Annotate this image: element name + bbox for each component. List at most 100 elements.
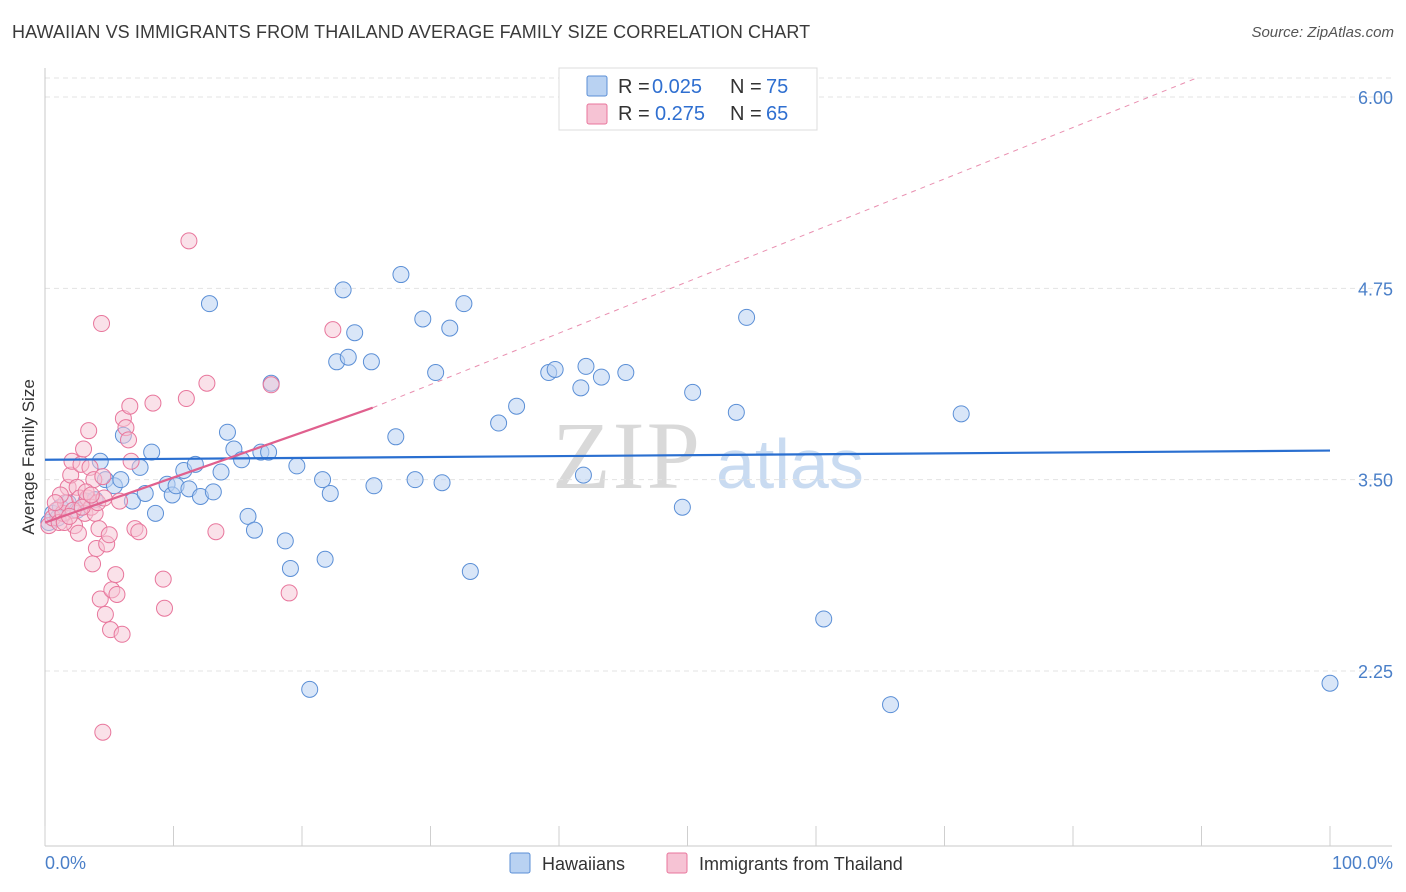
point-hawaiians <box>406 471 424 489</box>
point-hawaiians <box>727 403 745 421</box>
legend-swatch-thailand <box>586 103 608 125</box>
point-thailand <box>94 723 112 741</box>
point-thailand <box>100 526 118 544</box>
point-thailand <box>156 599 174 617</box>
point-hawaiians <box>147 504 165 522</box>
point-hawaiians <box>592 368 610 386</box>
point-hawaiians <box>321 484 339 502</box>
y-axis-tick-labels: 2.25 3.50 4.75 6.00 <box>1358 88 1393 682</box>
point-hawaiians <box>365 477 383 495</box>
point-thailand <box>46 494 64 512</box>
point-thailand <box>324 321 342 339</box>
legend-r-label: R = <box>618 103 650 125</box>
point-hawaiians <box>245 521 263 539</box>
bottom-legend-thailand: Immigrants from Thailand <box>699 854 903 874</box>
point-hawaiians <box>200 295 218 313</box>
legend-n-label: N = <box>730 103 762 125</box>
point-hawaiians <box>572 379 590 397</box>
point-hawaiians <box>301 680 319 698</box>
y-tick-label: 4.75 <box>1358 279 1393 299</box>
point-thailand <box>94 468 112 486</box>
point-hawaiians <box>490 414 508 432</box>
point-thailand <box>122 452 140 470</box>
point-thailand <box>69 524 87 542</box>
point-hawaiians <box>673 498 691 516</box>
point-hawaiians <box>239 507 257 525</box>
point-hawaiians <box>738 308 756 326</box>
point-hawaiians <box>433 474 451 492</box>
point-hawaiians <box>546 360 564 378</box>
point-hawaiians <box>316 550 334 568</box>
point-thailand <box>84 555 102 573</box>
series-legend: Hawaiians Immigrants from Thailand <box>509 852 903 874</box>
point-thailand <box>280 584 298 602</box>
point-hawaiians <box>577 357 595 375</box>
point-thailand <box>82 486 100 504</box>
point-hawaiians <box>427 364 445 382</box>
legend-n-value-thailand: 65 <box>766 103 788 125</box>
point-thailand <box>180 232 198 250</box>
point-hawaiians <box>952 405 970 423</box>
point-hawaiians <box>288 457 306 475</box>
trendline-thailand-extension <box>372 78 1196 409</box>
point-hawaiians <box>508 397 526 415</box>
point-thailand <box>120 431 138 449</box>
point-thailand <box>198 374 216 392</box>
point-hawaiians <box>441 319 459 337</box>
point-thailand <box>108 585 126 603</box>
point-thailand <box>177 390 195 408</box>
x-tick-label-max: 100.0% <box>1332 853 1393 873</box>
point-hawaiians <box>455 295 473 313</box>
legend-n-label: N = <box>730 76 762 98</box>
point-thailand <box>75 440 93 458</box>
legend-r-label: R = <box>618 76 650 98</box>
point-thailand <box>207 523 225 541</box>
x-tick-label-min: 0.0% <box>45 853 86 873</box>
bottom-legend-swatch-thailand <box>666 852 688 874</box>
point-hawaiians <box>346 324 364 342</box>
legend-r-value-thailand: 0.275 <box>655 103 705 125</box>
point-hawaiians <box>362 353 380 371</box>
bottom-legend-swatch-hawaiians <box>509 852 531 874</box>
point-hawaiians <box>882 696 900 714</box>
gridlines <box>45 77 1392 672</box>
bottom-legend-hawaiians: Hawaiians <box>542 854 625 874</box>
y-tick-label: 3.50 <box>1358 471 1393 491</box>
point-thailand <box>107 566 125 584</box>
correlation-legend: R = 0.025 N = 75 R = 0.275 N = 65 <box>558 67 818 131</box>
source-label: Source: ZipAtlas.com <box>1251 24 1394 41</box>
y-tick-label: 2.25 <box>1358 662 1393 682</box>
point-hawaiians <box>276 532 294 550</box>
point-thailand <box>262 376 280 394</box>
point-hawaiians <box>387 428 405 446</box>
trendline-hawaiians <box>44 449 1331 461</box>
point-hawaiians <box>112 471 130 489</box>
point-thailand <box>80 422 98 440</box>
point-hawaiians <box>392 266 410 284</box>
point-hawaiians <box>334 281 352 299</box>
point-hawaiians <box>218 423 236 441</box>
point-hawaiians <box>1321 674 1339 692</box>
point-thailand <box>96 605 114 623</box>
point-hawaiians <box>684 383 702 401</box>
point-hawaiians <box>204 483 222 501</box>
chart-title: HAWAIIAN VS IMMIGRANTS FROM THAILAND AVE… <box>12 22 811 42</box>
point-thailand <box>91 590 109 608</box>
legend-r-value-hawaiians: 0.025 <box>652 76 702 98</box>
x-axis-ticks <box>44 826 1331 846</box>
point-hawaiians <box>461 563 479 581</box>
point-hawaiians <box>815 610 833 628</box>
point-hawaiians <box>574 466 592 484</box>
y-axis-label: Average Family Size <box>19 379 38 535</box>
legend-swatch-hawaiians <box>586 75 608 97</box>
point-hawaiians <box>339 348 357 366</box>
point-hawaiians <box>143 443 161 461</box>
point-hawaiians <box>281 559 299 577</box>
point-thailand <box>93 315 111 333</box>
y-tick-label: 6.00 <box>1358 88 1393 108</box>
trend-lines <box>44 78 1331 524</box>
point-thailand <box>113 625 131 643</box>
point-hawaiians <box>212 463 230 481</box>
watermark-atlas: atlas <box>716 425 864 503</box>
